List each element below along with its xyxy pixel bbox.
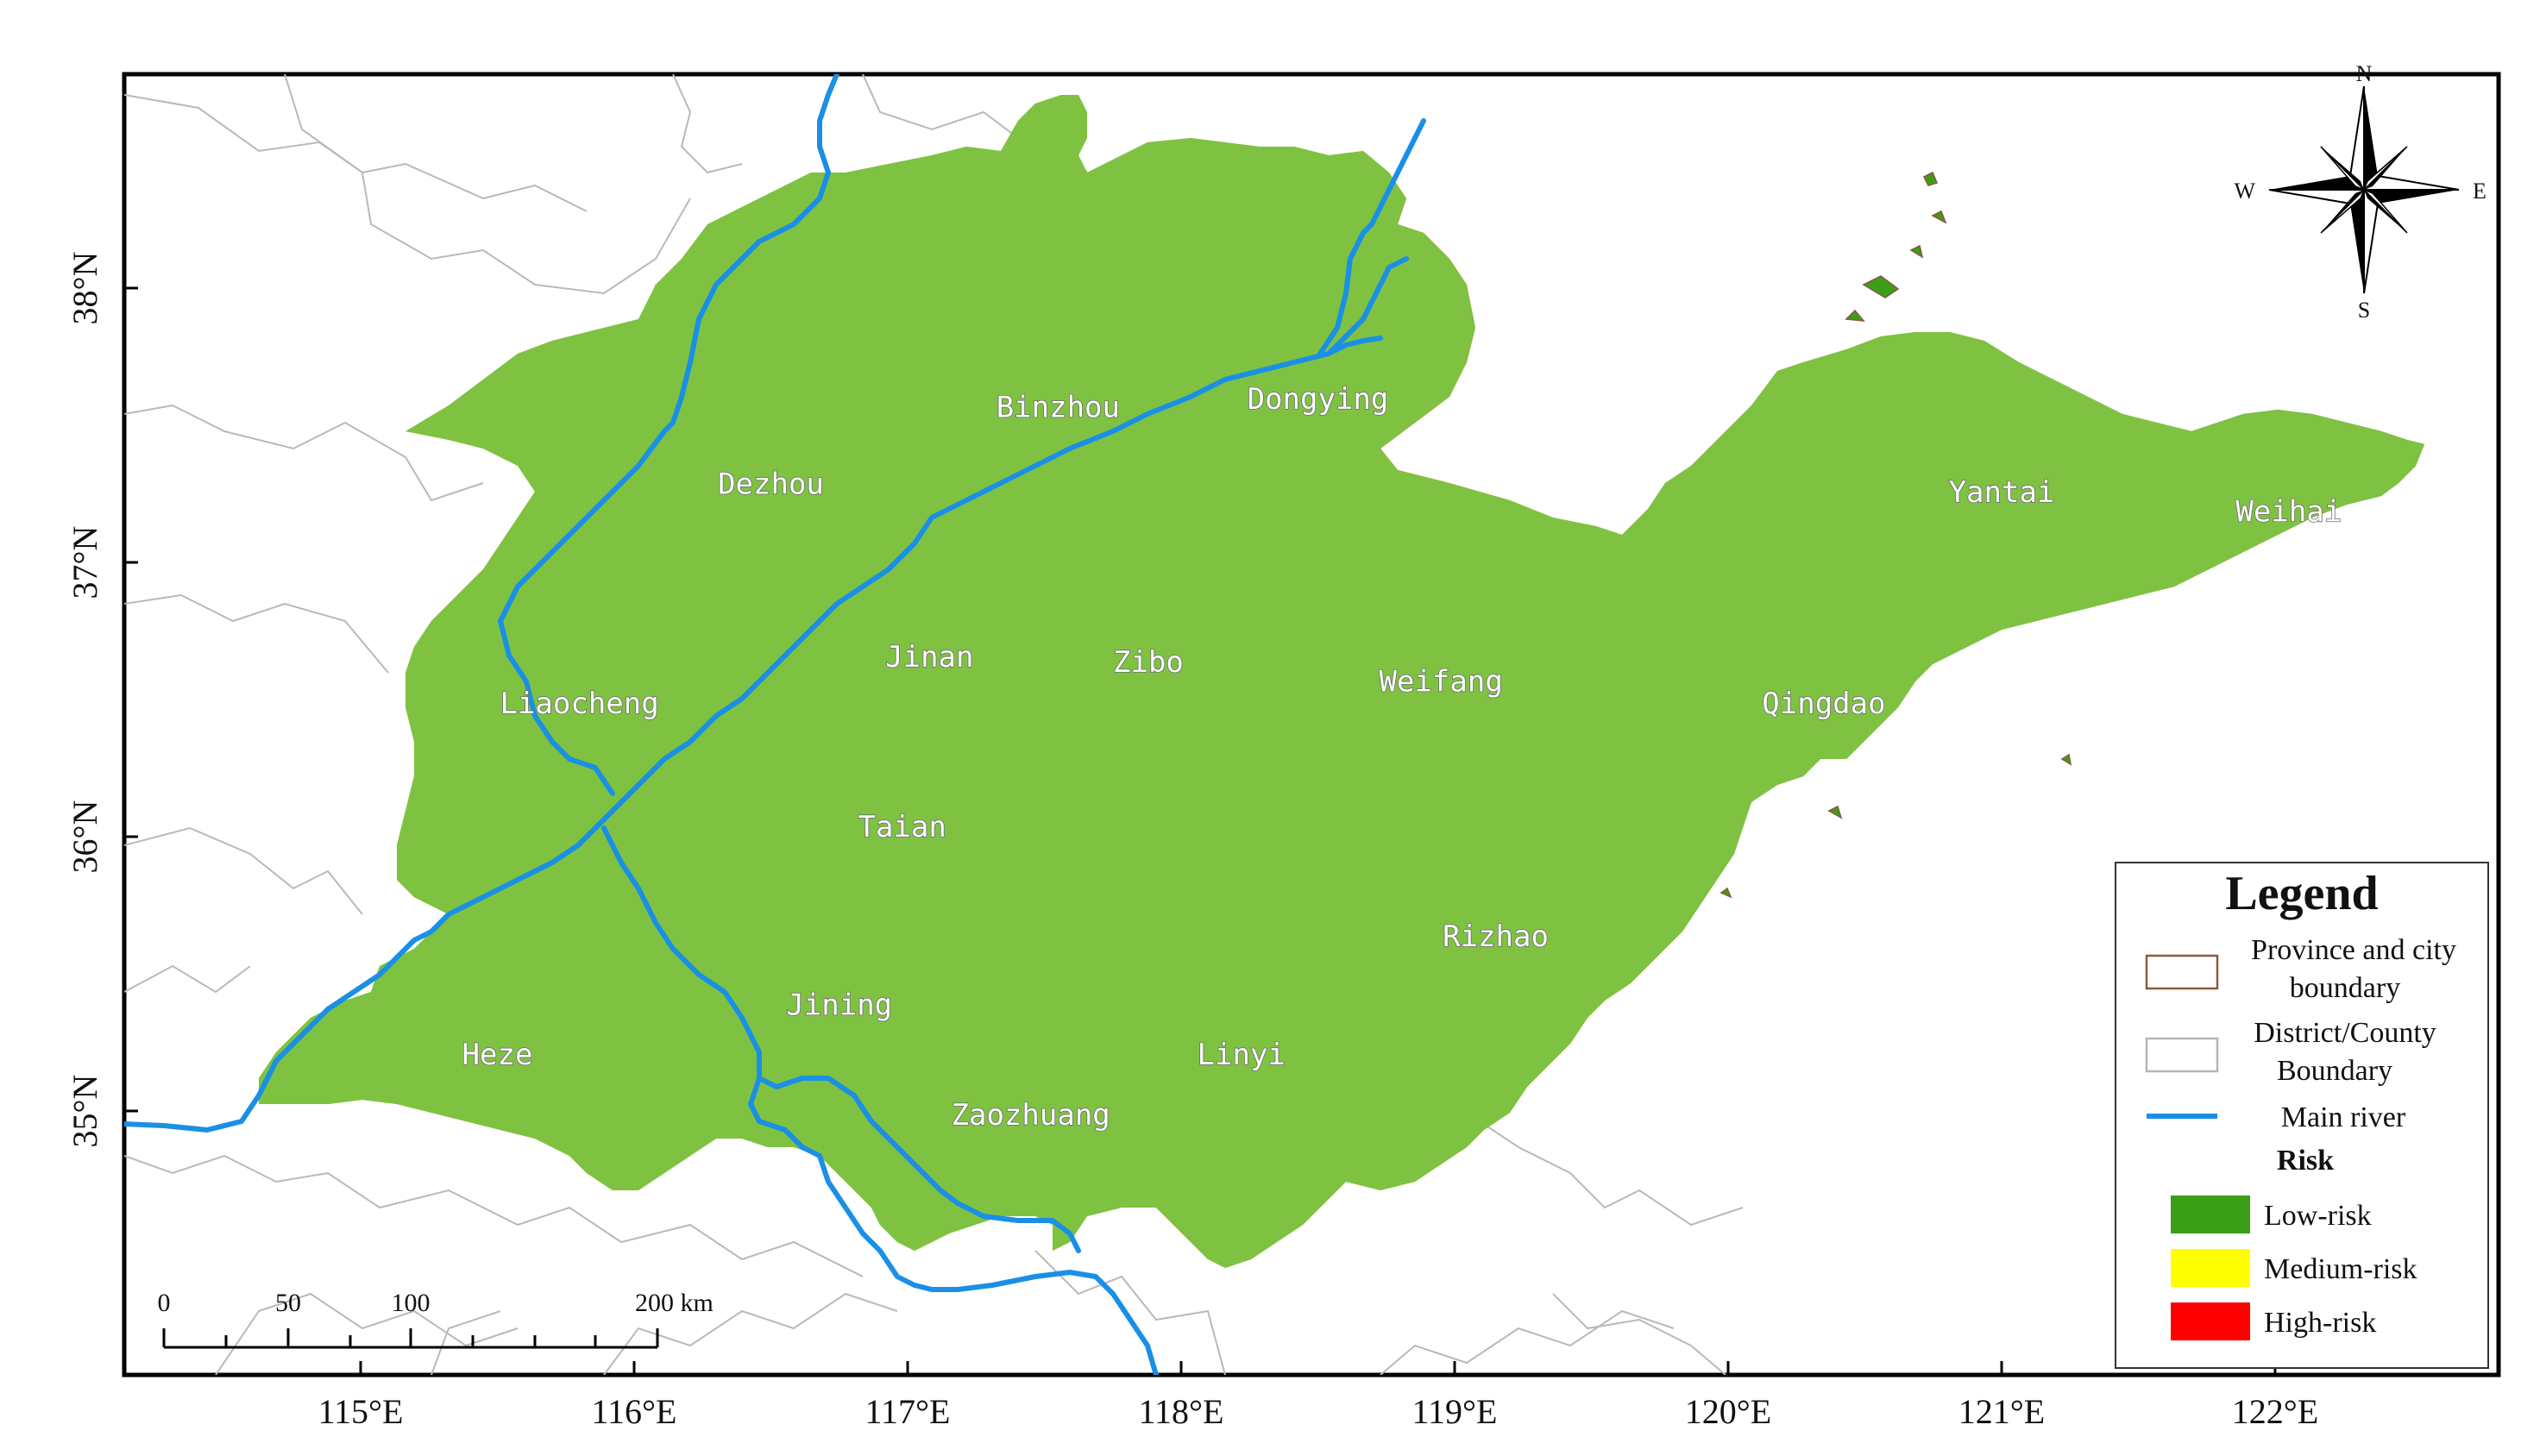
city-label-yantai: Yantai xyxy=(1949,475,2055,510)
legend-swatch-county-boundary xyxy=(2145,1037,2219,1073)
latitude-label-36: 36°N xyxy=(66,800,104,874)
islands xyxy=(1720,171,2072,899)
compass-west-label: W xyxy=(2234,179,2255,204)
compass-south-label: S xyxy=(2358,298,2370,323)
city-label-taian: Taian xyxy=(858,810,946,844)
longitude-label-116: 116°E xyxy=(592,1392,677,1431)
longitude-label-118: 118°E xyxy=(1139,1392,1224,1431)
city-label-weihai: Weihai xyxy=(2235,494,2342,529)
legend-swatch-low-risk xyxy=(2171,1196,2250,1233)
latitude-labels: 38°N 37°N 36°N 35°N xyxy=(66,252,104,1148)
axis-ticks xyxy=(124,286,2277,1375)
longitude-label-121: 121°E xyxy=(1958,1392,2045,1431)
longitude-label-115: 115°E xyxy=(318,1392,404,1431)
latitude-label-38: 38°N xyxy=(66,252,104,325)
grand-canal-south xyxy=(601,825,1159,1375)
latitude-label-37: 37°N xyxy=(66,526,104,599)
city-label-linyi: Linyi xyxy=(1198,1038,1286,1072)
longitude-label-122: 122°E xyxy=(2232,1392,2318,1431)
legend-swatch-high-risk xyxy=(2171,1302,2250,1340)
scale-bar: 0 50 100 200 km xyxy=(158,1289,714,1349)
city-label-weifang: Weifang xyxy=(1380,664,1503,699)
yellow-river-north xyxy=(1317,118,1426,356)
legend-label-medium-risk: Medium-risk xyxy=(2264,1253,2417,1285)
canal-branch xyxy=(757,1076,1081,1253)
city-label-jining: Jining xyxy=(786,988,892,1023)
city-label-zibo: Zibo xyxy=(1113,645,1184,680)
longitude-label-119: 119°E xyxy=(1412,1392,1498,1431)
longitude-label-120: 120°E xyxy=(1685,1392,1771,1431)
city-label-zaozhuang: Zaozhuang xyxy=(952,1098,1110,1133)
north-arrow: N S E W xyxy=(2234,61,2486,323)
main-rivers xyxy=(124,74,1426,1375)
city-label-liaocheng: Liaocheng xyxy=(500,687,658,721)
scale-tick-100: 100 xyxy=(392,1289,431,1317)
compass-rose-icon xyxy=(2268,85,2460,294)
city-label-rizhao: Rizhao xyxy=(1443,919,1549,954)
scale-tick-0: 0 xyxy=(158,1289,171,1317)
legend-label-high-risk: High-risk xyxy=(2264,1307,2376,1339)
legend-label-main-river: Main river xyxy=(2281,1101,2406,1133)
city-label-jinan: Jinan xyxy=(885,640,973,675)
scale-tick-200: 200 km xyxy=(635,1289,714,1317)
compass-north-label: N xyxy=(2356,61,2373,86)
longitude-labels: 115°E 116°E 117°E 118°E 119°E 120°E 121°E 122°E xyxy=(318,1392,2319,1431)
grand-canal-north xyxy=(498,74,839,796)
legend-label-county-line1: District/County xyxy=(2254,1017,2436,1049)
yellow-river xyxy=(124,256,1409,1133)
legend-title: Legend xyxy=(2225,867,2378,920)
city-label-dezhou: Dezhou xyxy=(718,468,824,502)
legend-label-county-line2: Boundary xyxy=(2277,1055,2392,1087)
city-label-heze: Heze xyxy=(462,1038,533,1072)
city-label-dongying: Dongying xyxy=(1248,382,1389,417)
legend-risk-title: Risk xyxy=(2277,1145,2334,1177)
latitude-label-35: 35°N xyxy=(66,1075,104,1148)
city-label-qingdao: Qingdao xyxy=(1762,687,1885,721)
legend-label-low-risk: Low-risk xyxy=(2264,1200,2372,1232)
compass-east-label: E xyxy=(2473,179,2487,204)
legend-swatch-province-boundary xyxy=(2145,954,2219,990)
legend-swatch-medium-risk xyxy=(2171,1249,2250,1287)
legend: Legend Province and city boundary Distri… xyxy=(2115,862,2489,1369)
outer-county-boundaries xyxy=(124,74,1744,1375)
scale-tick-50: 50 xyxy=(275,1289,301,1317)
legend-label-province-line1: Province and city xyxy=(2251,934,2456,966)
yellow-river-delta xyxy=(1326,336,1383,356)
city-labels: Dezhou Binzhou Dongying Liaocheng Jinan Zibo W… xyxy=(462,381,2342,1133)
city-label-binzhou: Binzhou xyxy=(997,390,1120,424)
longitude-label-117: 117°E xyxy=(865,1392,951,1431)
legend-label-province-line2: boundary xyxy=(2290,972,2400,1004)
